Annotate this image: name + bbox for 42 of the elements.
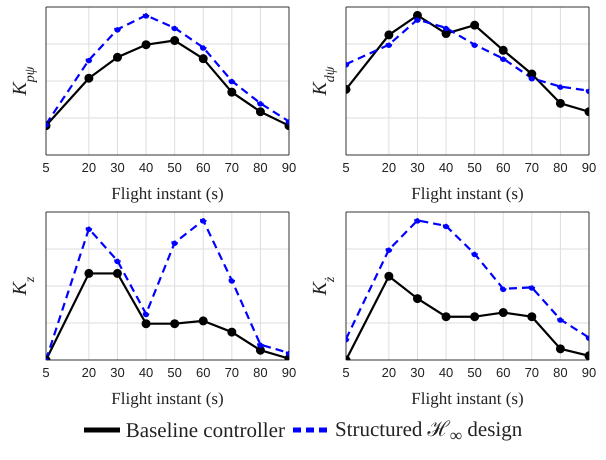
x-tick-label: 20 xyxy=(82,160,96,176)
x-tick-label: 40 xyxy=(438,160,454,176)
x-tick-label: 60 xyxy=(496,365,510,380)
x-tick-label: 80 xyxy=(253,160,268,176)
x-tick-label: 50 xyxy=(467,365,482,380)
x-axis-title: Flight instant (s) xyxy=(111,389,224,408)
x-tick-label: 40 xyxy=(138,160,154,176)
x-axis-title: Flight instant (s) xyxy=(111,184,224,203)
x-tick-label: 90 xyxy=(582,160,596,176)
x-tick-label: 70 xyxy=(224,160,240,176)
x-tick-label: 20 xyxy=(82,365,96,380)
x-tick-label: 80 xyxy=(553,365,568,380)
x-tick-label: 20 xyxy=(382,365,396,380)
x-tick-label: 70 xyxy=(524,160,540,176)
x-axis-title: Flight instant (s) xyxy=(411,184,524,203)
x-tick-label: 30 xyxy=(410,160,425,176)
x-tick-label: 50 xyxy=(467,160,482,176)
x-tick-label: 5 xyxy=(42,160,50,176)
x-tick-label: 5 xyxy=(42,365,50,380)
x-tick-label: 30 xyxy=(110,160,125,176)
x-tick-label: 90 xyxy=(282,160,296,176)
x-tick-label: 80 xyxy=(553,160,568,176)
x-tick-label: 5 xyxy=(342,160,350,176)
x-tick-label: 40 xyxy=(438,365,454,380)
x-tick-label: 50 xyxy=(167,365,182,380)
x-tick-label: 70 xyxy=(224,365,240,380)
x-tick-label: 30 xyxy=(410,365,425,380)
x-axis-title: Flight instant (s) xyxy=(411,389,524,408)
x-tick-label: 60 xyxy=(196,160,210,176)
x-tick-label: 70 xyxy=(524,365,540,380)
x-tick-label: 20 xyxy=(382,160,396,176)
x-tick-label: 5 xyxy=(342,365,350,380)
x-tick-label: 90 xyxy=(282,365,296,380)
x-tick-label: 80 xyxy=(253,365,268,380)
x-tick-label: 60 xyxy=(196,365,210,380)
x-tick-label: 40 xyxy=(138,365,154,380)
legend-label: Structured ℋ$_{∞}$ design xyxy=(334,417,522,446)
x-tick-label: 30 xyxy=(110,365,125,380)
x-tick-label: 60 xyxy=(496,160,510,176)
x-tick-label: 50 xyxy=(167,160,182,176)
legend-label: Baseline controller xyxy=(126,418,285,442)
x-tick-label: 90 xyxy=(582,365,596,380)
